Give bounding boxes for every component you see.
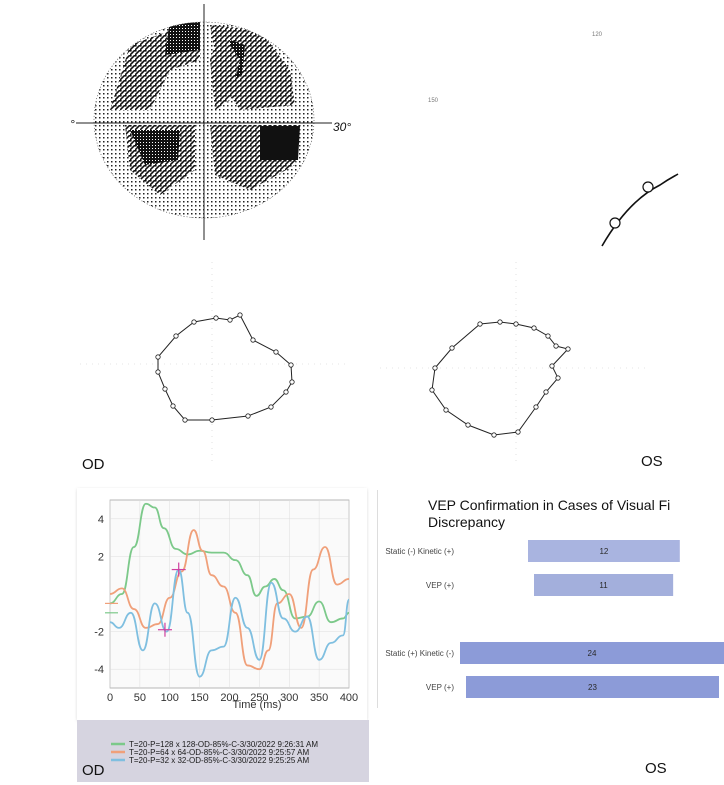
- y-tick-label: 2: [98, 551, 104, 563]
- static-right-label: 30°: [333, 120, 351, 134]
- isopter-vertex: [555, 375, 561, 381]
- bar: [534, 574, 674, 596]
- isopter-vertex: [227, 317, 233, 323]
- x-tick-label: 400: [340, 692, 358, 704]
- legend-entry: T=20-P=64 x 64-OD-85%-C-3/30/2022 9:25:5…: [129, 748, 309, 757]
- isopter-point: [609, 217, 621, 229]
- y-tick-label: 4: [98, 514, 104, 526]
- bar-category-label: VEP (+): [426, 683, 454, 692]
- bar-value-label: 24: [588, 649, 597, 658]
- x-tick-label: 250: [250, 692, 268, 704]
- isopter-vertex: [549, 363, 555, 369]
- isopter-vertex: [432, 365, 438, 371]
- isopter-vertex: [545, 333, 551, 339]
- isopter-vertex: [289, 379, 295, 385]
- isopter-vertex: [283, 389, 289, 395]
- isopter-vertex: [209, 417, 215, 423]
- y-tick-label: -4: [94, 664, 104, 676]
- eye-label-od-top: OD: [82, 456, 105, 473]
- isopter-curve: [601, 173, 679, 247]
- isopter-vertex: [288, 362, 294, 368]
- y-tick-label: -2: [94, 627, 104, 639]
- os-kinetic-plot: [380, 262, 650, 462]
- od-kinetic-plot: [80, 262, 350, 462]
- isopter-vertex: [565, 346, 571, 352]
- isopter-vertex: [477, 321, 483, 327]
- kinetic-field-fragment: 120 150: [428, 32, 679, 247]
- static-left-label: °: [70, 117, 75, 131]
- isopter-vertex: [449, 345, 455, 351]
- bar: [466, 676, 719, 698]
- isopter-vertex: [543, 389, 549, 395]
- x-tick-label: 200: [220, 692, 238, 704]
- vep-series-line: [109, 529, 350, 671]
- isopter-vertex: [531, 325, 537, 331]
- isopter-vertex: [155, 354, 161, 360]
- isopter-vertex: [162, 386, 168, 392]
- eye-label-os-bottom: OS: [645, 760, 667, 777]
- isopter-vertex: [443, 407, 449, 413]
- legend-entry: T=20-P=32 x 32-OD-85%-C-3/30/2022 9:25:2…: [129, 756, 309, 765]
- isopter-vertex: [515, 429, 521, 435]
- isopter-vertex: [213, 315, 219, 321]
- eye-label-os-top: OS: [641, 453, 663, 470]
- bar-chart-divider: [377, 490, 378, 708]
- isopter-vertex: [465, 422, 471, 428]
- isopter-vertex: [191, 319, 197, 325]
- x-tick-label: 0: [107, 692, 113, 704]
- isopter-vertex: [533, 404, 539, 410]
- static-field-plot: ° 30°: [70, 4, 351, 240]
- bar-chart-title-line1: VEP Confirmation in Cases of Visual Fi: [428, 497, 670, 513]
- isopter-vertex: [155, 369, 161, 375]
- isopter-vertex: [273, 349, 279, 355]
- isopter-vertex: [429, 387, 435, 393]
- isopter-vertex: [491, 432, 497, 438]
- isopter-vertex: [497, 319, 503, 325]
- bar: [460, 642, 724, 664]
- bar-category-label: VEP (+): [426, 581, 454, 590]
- bar-category-label: Static (-) Kinetic (+): [385, 547, 454, 556]
- isopter-vertex: [553, 343, 559, 349]
- eye-label-od-bottom: OD: [82, 762, 105, 779]
- x-tick-label: 150: [190, 692, 208, 704]
- bar: [528, 540, 680, 562]
- isopter-vertex: [170, 403, 176, 409]
- isopter-vertex: [268, 404, 274, 410]
- isopter-vertex: [245, 413, 251, 419]
- bar-value-label: 23: [588, 683, 597, 692]
- bar-value-label: 11: [599, 581, 608, 590]
- x-tick-label: 300: [280, 692, 298, 704]
- isopter-outer-label: 120: [592, 32, 603, 38]
- isopter-vertex: [173, 333, 179, 339]
- bar-category-label: Static (+) Kinetic (-): [385, 649, 454, 658]
- bar-value-label: 12: [599, 547, 608, 556]
- isopter-inner-label: 150: [428, 98, 439, 104]
- od-isopter: [157, 314, 293, 421]
- bar-chart-title-line2: Discrepancy: [428, 514, 505, 530]
- legend-entry: T=20-P=128 x 128-OD-85%-C-3/30/2022 9:26…: [129, 740, 318, 749]
- isopter-point: [642, 181, 654, 193]
- vep-legend-panel: [77, 720, 369, 782]
- x-tick-label: 100: [161, 692, 179, 704]
- vep-waveform-chart: 0 50 100 150 200 250 300 350 400 4 2 -2 -4 Time (ms)…: [94, 499, 358, 765]
- isopter-vertex: [237, 312, 243, 318]
- x-tick-label: 50: [134, 692, 146, 704]
- x-axis-label: Time (ms): [232, 699, 281, 711]
- vep-confirmation-bar-chart: VEP Confirmation in Cases of Visual Fi D…: [385, 497, 724, 698]
- isopter-vertex: [182, 417, 188, 423]
- vep-series-line: [109, 502, 350, 624]
- x-tick-label: 350: [310, 692, 328, 704]
- vep-series-line: [109, 568, 350, 678]
- os-isopter: [431, 321, 569, 436]
- isopter-vertex: [250, 337, 256, 343]
- isopter-vertex: [513, 321, 519, 327]
